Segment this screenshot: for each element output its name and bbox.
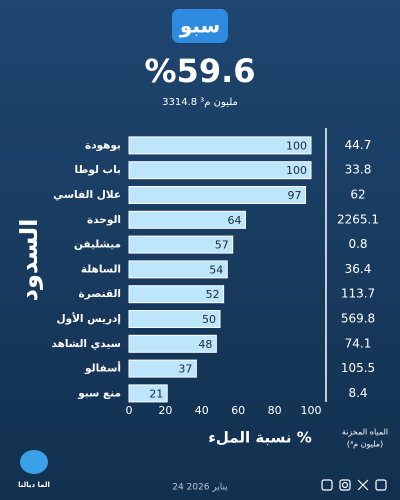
category-label: الوحدة xyxy=(87,214,121,226)
bar xyxy=(128,310,221,328)
value-label: 37 xyxy=(178,363,192,376)
social-icons xyxy=(321,479,387,491)
bar xyxy=(128,210,246,229)
value-label: 52 xyxy=(206,288,220,301)
x-tick-label: 20 xyxy=(158,404,172,417)
stored-value: 105.5 xyxy=(341,361,375,375)
category-label: أسفالو xyxy=(84,361,121,375)
category-label: ميشليفن xyxy=(74,239,121,251)
value-label: 100 xyxy=(286,164,307,177)
x-tick-label: 60 xyxy=(231,404,245,417)
category-label: بوهودة xyxy=(85,139,121,151)
stored-value: 74.1 xyxy=(345,336,372,350)
category-label: القنصرة xyxy=(79,288,121,300)
stored-value: 0.8 xyxy=(348,237,367,251)
category-label: علال الفاسي xyxy=(53,189,121,201)
category-label: إدريس الأول xyxy=(56,312,121,325)
x-axis-label: نسبة الملء % xyxy=(208,429,312,447)
bar xyxy=(128,136,312,155)
stored-value: 2265.1 xyxy=(337,212,379,226)
bar xyxy=(128,161,312,180)
bar xyxy=(128,285,225,304)
stored-value: 62 xyxy=(350,188,365,202)
badge-box xyxy=(172,9,228,43)
value-label: 97 xyxy=(288,189,302,202)
stored-value: 569.8 xyxy=(341,312,375,326)
badge: سبو xyxy=(179,14,220,38)
category-label: باب لوطا xyxy=(75,164,122,176)
stored-title: المياه المخزنة xyxy=(342,428,388,437)
value-label: 21 xyxy=(149,387,163,400)
bar xyxy=(128,260,228,279)
value-label: 48 xyxy=(198,338,212,351)
value-label: 64 xyxy=(227,214,241,227)
stored-value: 36.4 xyxy=(345,262,372,276)
x-tick-label: 0 xyxy=(126,404,133,417)
stored-value: 113.7 xyxy=(341,287,375,301)
stored-value: 8.4 xyxy=(348,386,367,400)
bar xyxy=(128,384,168,403)
bar xyxy=(128,359,197,378)
bar xyxy=(128,186,307,204)
category-label: سيدي الشاهد xyxy=(52,338,121,350)
bar xyxy=(128,235,234,254)
x-tick-label: 80 xyxy=(268,404,282,417)
stored-value: 33.8 xyxy=(345,163,372,177)
subtitle: 3314.8 مليون م³ xyxy=(162,97,238,108)
logo-icon xyxy=(20,450,48,474)
date: 24 يناير 2026 xyxy=(172,483,228,493)
logo: الما ديالنا xyxy=(18,481,50,489)
value-label: 50 xyxy=(202,313,216,326)
category-label: منع سبو xyxy=(77,387,121,399)
category-label: الساهلة xyxy=(81,263,121,275)
value-label: 54 xyxy=(209,263,223,276)
x-tick-label: 40 xyxy=(195,404,209,417)
x-tick-label: 100 xyxy=(301,404,322,417)
value-label: 100 xyxy=(286,139,307,152)
stored-title: (مليون م³) xyxy=(347,440,383,449)
bar xyxy=(128,334,217,353)
chart-title: %59.6 xyxy=(144,52,255,90)
side-label: السدود xyxy=(15,219,43,302)
value-label: 57 xyxy=(215,239,229,252)
stored-value: 44.7 xyxy=(345,138,372,152)
